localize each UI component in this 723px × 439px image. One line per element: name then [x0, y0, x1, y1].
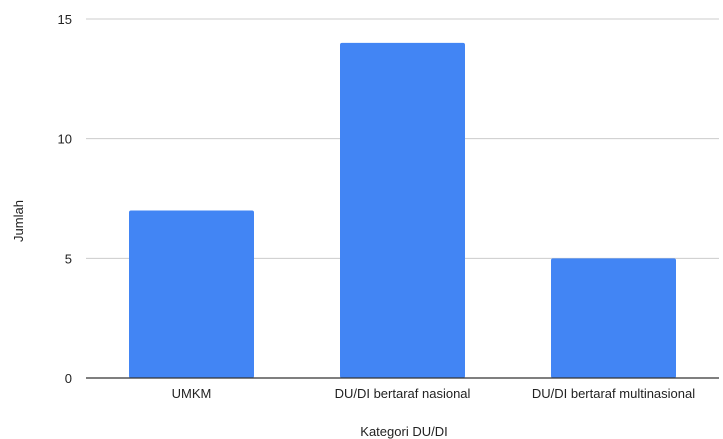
bar: [340, 42, 465, 378]
x-tick-labels: UMKM DU/DI bertaraf nasional DU/DI bertara…: [172, 386, 696, 401]
bars: [129, 42, 676, 378]
bar: [551, 258, 676, 378]
y-tick-label: 0: [65, 371, 72, 386]
x-tick-label: DU/DI bertaraf nasional: [335, 386, 471, 401]
x-tick-label: DU/DI bertaraf multinasional: [532, 386, 695, 401]
y-tick-label: 5: [65, 251, 72, 266]
y-tick-label: 15: [58, 12, 72, 27]
y-tick-labels: 0 5 10 15: [58, 12, 72, 386]
x-tick-label: UMKM: [172, 386, 212, 401]
x-axis-title: Kategori DU/DI: [360, 424, 447, 439]
y-tick-label: 10: [58, 132, 72, 147]
y-axis-title: Jumlah: [11, 200, 26, 242]
bar: [129, 210, 254, 378]
